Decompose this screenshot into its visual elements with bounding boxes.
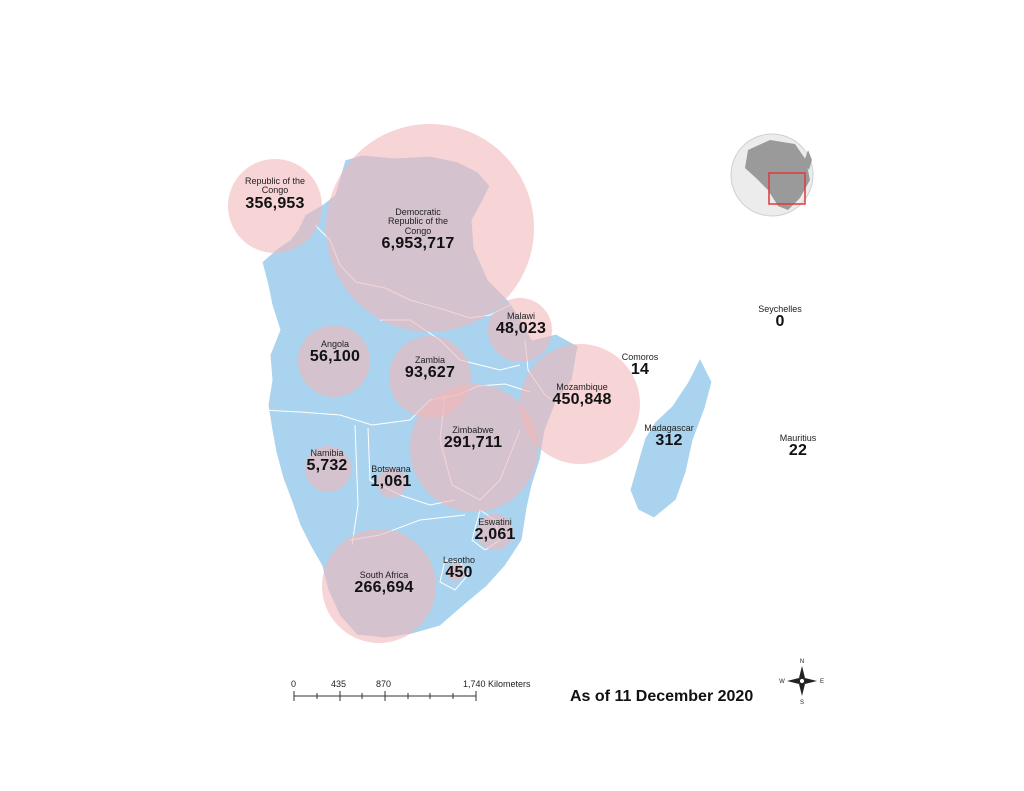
country-value: 266,694 [354,579,414,597]
country-value: 14 [630,361,650,379]
compass-rose: N S E W [779,659,824,706]
country-name: Comoros [621,352,659,362]
country-value: 356,953 [245,194,305,212]
label-comoros: Comoros 14 [621,352,659,379]
label-zimbabwe: Zimbabwe 291,711 [443,425,503,452]
scale-label-870: 870 [376,679,392,689]
madagascar-land [629,356,713,519]
label-south-africa: South Africa 266,694 [354,570,414,597]
label-malawi: Malawi 48,023 [495,311,547,338]
locator-globe [730,133,814,217]
scale-label-435: 435 [331,679,347,689]
date-note: As of 11 December 2020 [570,688,754,705]
country-name: Republic of the Congo [244,176,306,196]
country-name: Seychelles [758,304,802,314]
scale-label-0: 0 [291,679,297,689]
label-mozambique: Mozambique 450,848 [552,382,612,409]
bubble-zimbabwe [410,384,538,512]
label-zambia: Zambia 93,627 [404,355,456,382]
country-name: Mauritius [779,433,817,443]
country-value: 2,061 [474,526,516,544]
country-name: Namibia [310,448,344,458]
country-name: South Africa [359,570,409,580]
label-botswana: Botswana 1,061 [370,464,412,491]
country-value: 312 [655,432,683,450]
country-name: Madagascar [644,423,694,433]
country-value: 93,627 [404,364,456,382]
country-value: 22 [788,442,808,460]
country-value: 450 [445,564,473,582]
bubble-namibia [305,446,351,492]
scale-label-1740: 1,740 Kilometers [463,679,531,689]
label-eswatini: Eswatini 2,061 [474,517,516,544]
compass-w: W [779,679,785,685]
bubble-republic-of-congo [228,159,322,253]
bubble-eswatini [477,514,513,550]
bubble-drc [326,124,534,332]
label-republic-of-congo: Republic of the Congo 356,953 [234,176,316,213]
label-mauritius: Mauritius 22 [779,433,817,460]
compass-s: S [800,700,804,706]
country-name: Zambia [414,355,446,365]
label-namibia: Namibia 5,732 [306,448,348,475]
country-name: Angola [320,339,350,349]
country-name: Eswatini [478,517,512,527]
bubble-malawi [488,298,552,362]
bubble-mozambique [520,344,640,464]
country-name: Mozambique [556,382,608,392]
country-value: 5,732 [306,457,348,475]
bubble-botswana [377,468,407,498]
label-lesotho: Lesotho 450 [442,555,476,582]
bubble-south-africa [322,529,436,643]
bubble-lesotho [447,563,465,581]
country-name: Botswana [371,464,411,474]
compass-n: N [800,659,804,665]
country-name: Lesotho [442,555,476,565]
scale-bar [293,691,477,701]
country-name: Zimbabwe [452,425,494,435]
country-value: 0 [775,313,785,331]
bubbles [228,124,640,643]
label-angola: Angola 56,100 [309,339,361,366]
country-value: 56,100 [309,348,361,366]
country-value: 450,848 [552,391,612,409]
compass-e: E [820,679,824,685]
country-value: 48,023 [495,320,547,338]
label-drc: Democratic Republic of the Congo 6,953,7… [378,207,458,253]
country-value: 1,061 [370,473,412,491]
country-name: Malawi [506,311,536,321]
label-madagascar: Madagascar 312 [644,423,694,450]
country-value: 6,953,717 [381,235,455,253]
country-value: 291,711 [443,434,503,452]
country-name: Democratic Republic of the Congo [387,207,449,236]
inset-frame [768,172,806,205]
label-seychelles: Seychelles 0 [758,304,802,331]
bubble-angola [298,325,370,397]
